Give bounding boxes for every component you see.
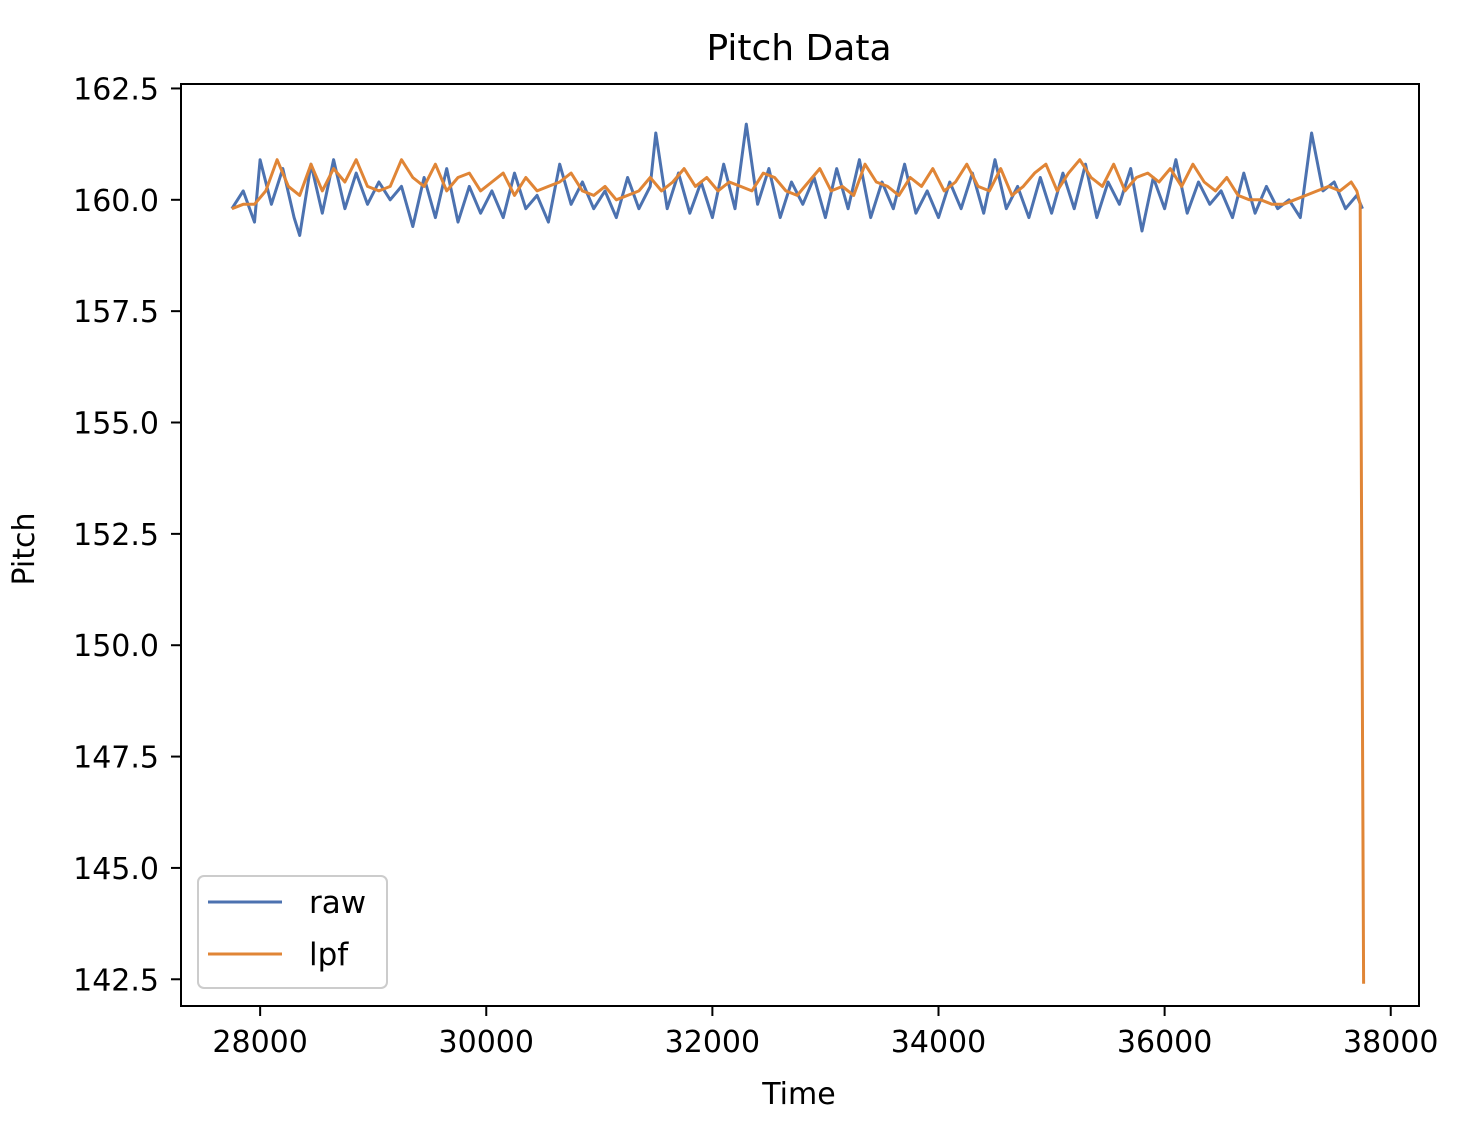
- chart-title: Pitch Data: [706, 28, 891, 69]
- legend-label-raw: raw: [309, 885, 366, 921]
- legend-label-lpf: lpf: [309, 937, 349, 973]
- y-tick-label: 150.0: [73, 629, 159, 664]
- x-tick-label: 32000: [665, 1025, 760, 1060]
- y-tick-label: 155.0: [73, 407, 159, 442]
- y-tick-label: 145.0: [73, 852, 159, 887]
- y-axis: 162.5 160.0 157.5 155.0 152.5 150.0 147.5 145.0…: [73, 72, 181, 998]
- x-tick-label: 36000: [1117, 1025, 1212, 1060]
- x-tick-label: 38000: [1343, 1025, 1438, 1060]
- plot-frame: [180, 83, 1420, 1007]
- y-axis-label: Pitch: [7, 512, 42, 585]
- x-tick-label: 28000: [212, 1025, 307, 1060]
- series-line-raw: [230, 122, 1364, 237]
- legend: raw lpf: [197, 875, 388, 989]
- y-tick-label: 152.5: [73, 518, 159, 553]
- x-axis-label: Time: [761, 1077, 835, 1112]
- y-tick-label: 157.5: [73, 295, 159, 330]
- plot-series: [230, 122, 1366, 984]
- x-axis: 28000 30000 32000 34000 36000 38000: [212, 1006, 1438, 1060]
- x-tick-label: 30000: [439, 1025, 534, 1060]
- series-line-lpf: [231, 158, 1366, 984]
- x-tick-label: 34000: [891, 1025, 986, 1060]
- y-tick-label: 142.5: [73, 963, 159, 998]
- y-tick-label: 147.5: [73, 741, 159, 776]
- legend-box: [197, 875, 388, 989]
- y-tick-label: 160.0: [73, 184, 159, 219]
- y-tick-label: 162.5: [73, 72, 159, 107]
